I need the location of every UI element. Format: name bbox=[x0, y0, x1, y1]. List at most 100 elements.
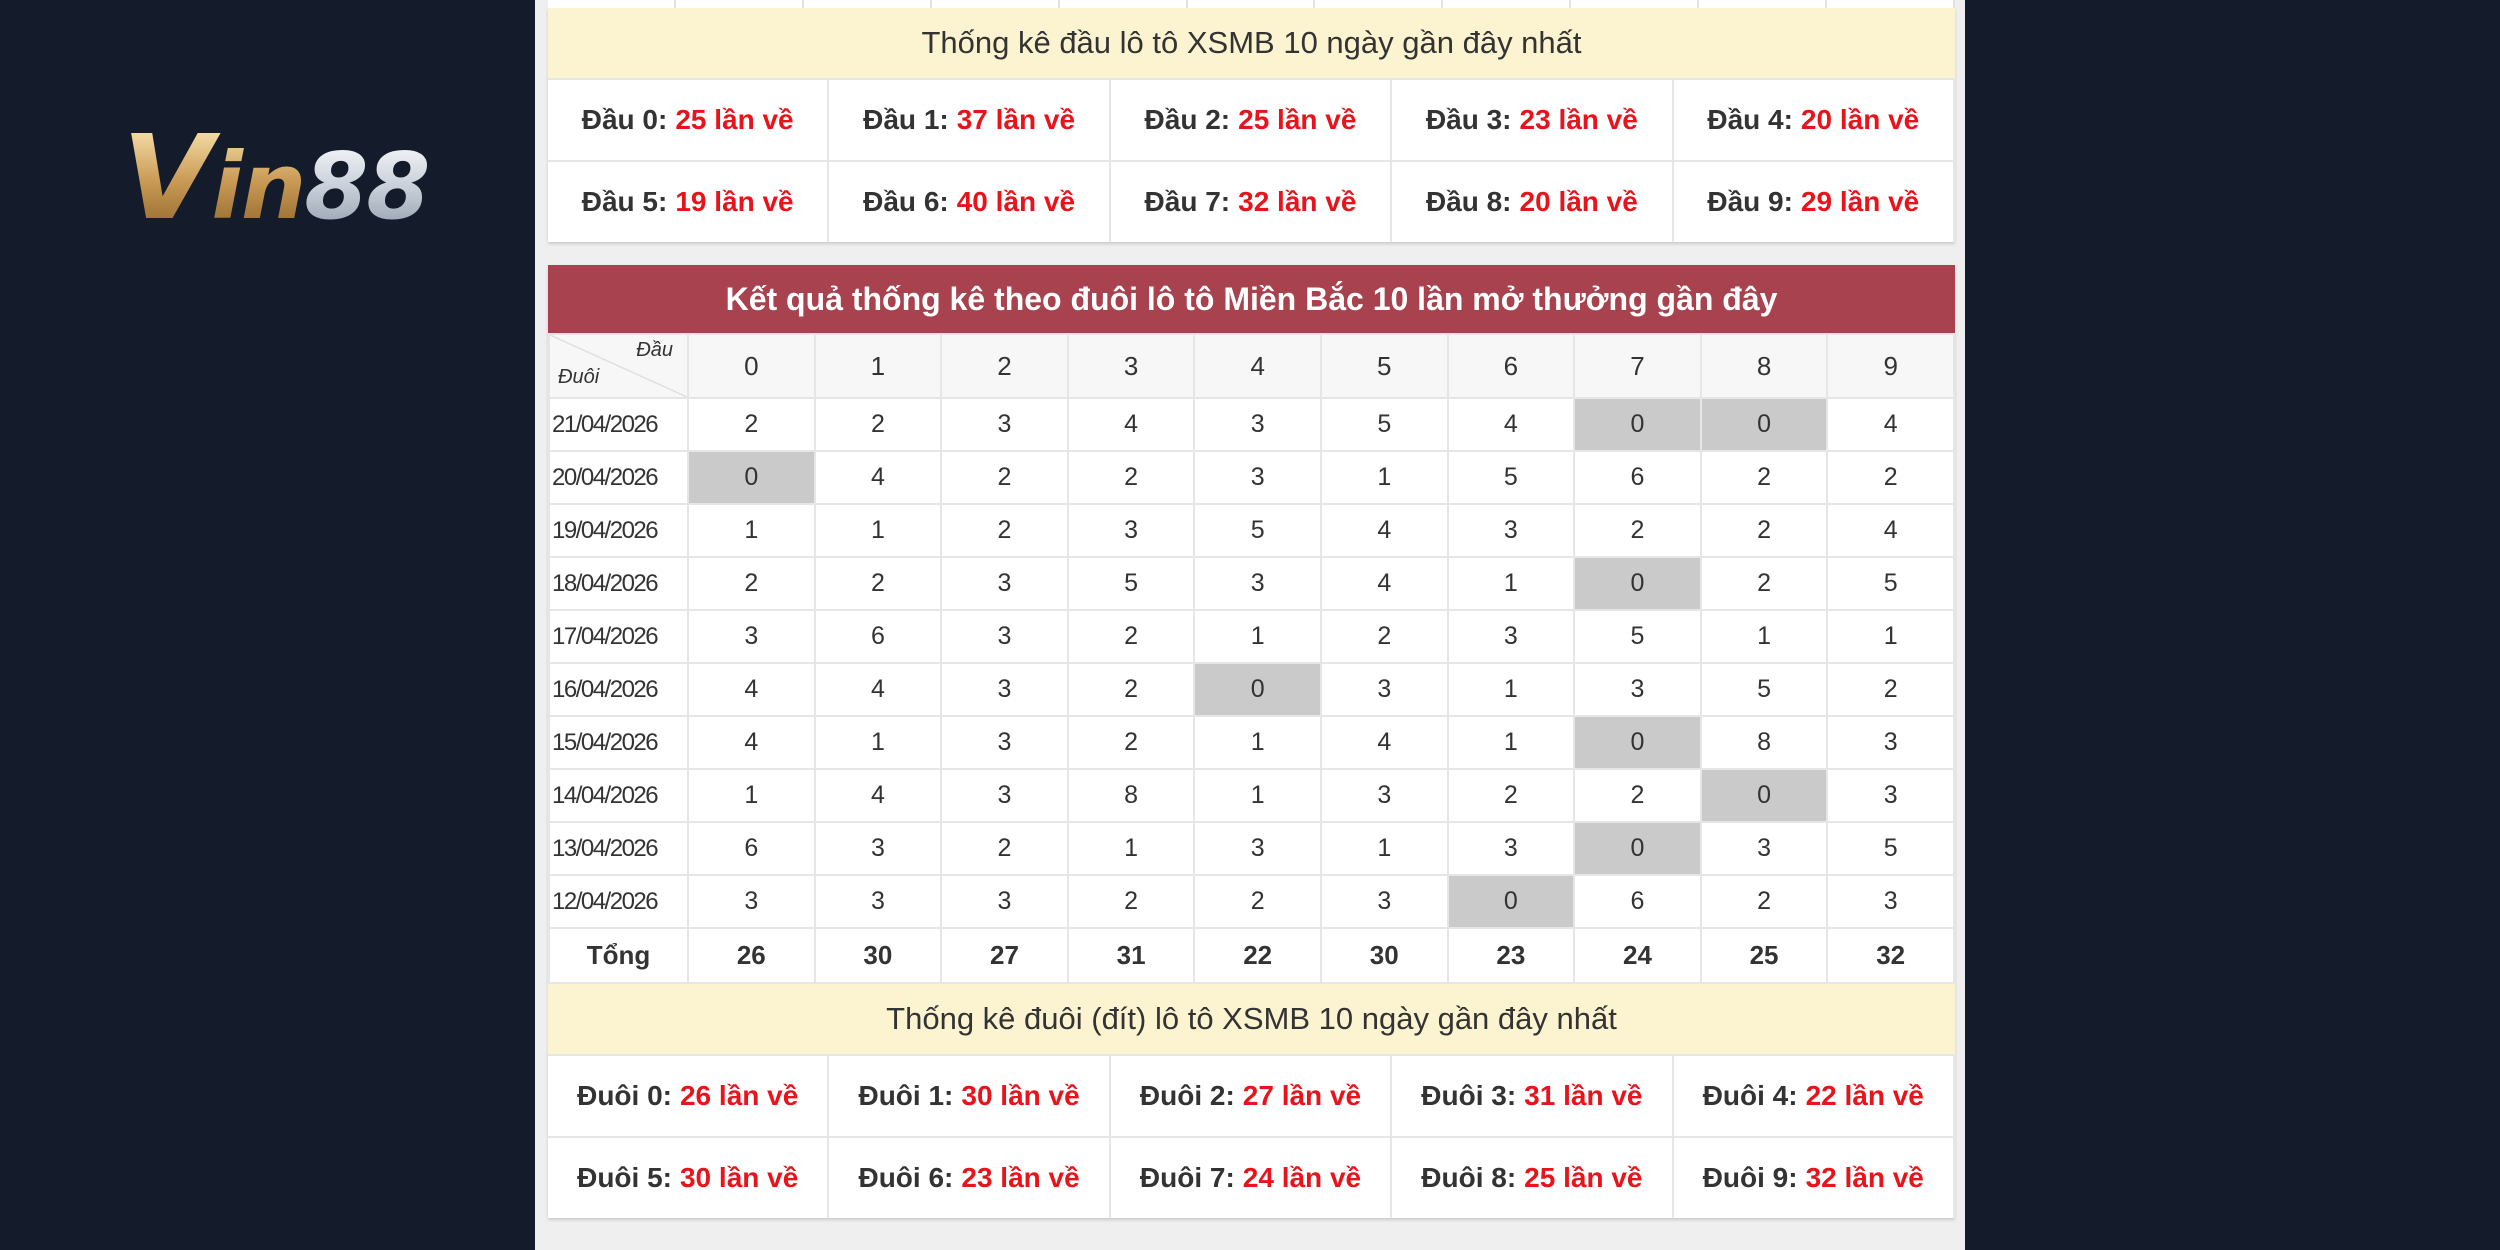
table-cell: 4 bbox=[1826, 503, 1955, 558]
column-header: 0 bbox=[687, 333, 816, 399]
table-cell: 2 bbox=[1826, 450, 1955, 505]
column-header: 8 bbox=[1699, 333, 1829, 399]
table-cell: 3 bbox=[1826, 768, 1955, 823]
table-cell: 2 bbox=[1573, 503, 1702, 558]
stat-value: 37 lần về bbox=[956, 104, 1076, 135]
table-cell: 5 bbox=[1826, 821, 1955, 876]
stat-value: 31 lần về bbox=[1524, 1080, 1643, 1111]
table-cell: 3 bbox=[687, 874, 816, 929]
table-cell: 5 bbox=[1573, 609, 1702, 664]
stat-label: Đầu 0: bbox=[581, 104, 668, 135]
table-cell: 4 bbox=[687, 662, 816, 717]
stat-label: Đuôi 5: bbox=[577, 1162, 672, 1193]
table-cell: 3 bbox=[813, 874, 943, 929]
table-cell: 1 bbox=[813, 503, 943, 558]
total-cell: 26 bbox=[687, 927, 816, 984]
stat-label: Đầu 6: bbox=[863, 186, 949, 217]
stat-label: Đuôi 8: bbox=[1421, 1162, 1517, 1193]
table-cell: 1 bbox=[687, 503, 816, 558]
stat-value: 30 lần về bbox=[679, 1162, 799, 1193]
table-cell: 8 bbox=[1699, 715, 1829, 770]
table-cell: 3 bbox=[1319, 768, 1449, 823]
column-header: 5 bbox=[1319, 333, 1449, 399]
stat-cell: Đuôi 3: 31 lần về bbox=[1392, 1054, 1674, 1136]
table-cell: 2 bbox=[1446, 768, 1576, 823]
table-cell: 1 bbox=[687, 768, 816, 823]
row-date: 12/04/2026 bbox=[548, 874, 689, 929]
row-date: 13/04/2026 bbox=[548, 821, 689, 876]
table-cell: 1 bbox=[1699, 609, 1829, 664]
stat-value: 30 lần về bbox=[961, 1080, 1080, 1111]
stat-value: 23 lần về bbox=[1519, 104, 1638, 135]
total-cell: 23 bbox=[1446, 927, 1576, 984]
table-cell: 2 bbox=[940, 450, 1069, 505]
stat-label: Đầu 8: bbox=[1425, 186, 1512, 217]
cell-zero-highlight: 0 bbox=[1699, 768, 1829, 823]
table-cell: 2 bbox=[813, 397, 943, 452]
row-date: 18/04/2026 bbox=[548, 556, 689, 611]
table-cell: 5 bbox=[1446, 450, 1576, 505]
table-cell: 1 bbox=[813, 715, 943, 770]
table-cell: 2 bbox=[940, 503, 1069, 558]
stat-label: Đầu 5: bbox=[581, 186, 668, 217]
table-cell: 4 bbox=[1066, 397, 1196, 452]
total-cell: 30 bbox=[1319, 927, 1449, 984]
row-date: 17/04/2026 bbox=[548, 609, 689, 664]
result-table-title: Kết quả thống kê theo đuôi lô tô Miền Bắ… bbox=[548, 265, 1955, 333]
table-cell: 2 bbox=[813, 556, 943, 611]
stat-label: Đuôi 6: bbox=[858, 1162, 954, 1193]
total-cell: 25 bbox=[1699, 927, 1829, 984]
column-header: 7 bbox=[1573, 333, 1702, 399]
table-cell: 2 bbox=[1826, 662, 1955, 717]
table-cell: 3 bbox=[1066, 503, 1196, 558]
table-cell: 1 bbox=[1193, 768, 1322, 823]
table-cell: 1 bbox=[1319, 450, 1449, 505]
corner-header: Đầu Đuôi bbox=[548, 333, 689, 399]
stat-value: 26 lần về bbox=[679, 1080, 799, 1111]
table-cell: 2 bbox=[1699, 503, 1829, 558]
table-cell: 1 bbox=[1446, 715, 1576, 770]
table-cell: 1 bbox=[1319, 821, 1449, 876]
table-cell: 6 bbox=[813, 609, 943, 664]
stat-label: Đuôi 9: bbox=[1702, 1162, 1798, 1193]
table-cell: 3 bbox=[1826, 874, 1955, 929]
table-cell: 4 bbox=[1319, 556, 1449, 611]
table-cell: 1 bbox=[1446, 662, 1576, 717]
content-panel: Thống kê đầu lô tô XSMB 10 ngày gần đây … bbox=[535, 0, 1965, 1250]
table-cell: 3 bbox=[1319, 874, 1449, 929]
stat-value: 25 lần về bbox=[1524, 1162, 1643, 1193]
cell-zero-highlight: 0 bbox=[1573, 556, 1702, 611]
stat-value: 40 lần về bbox=[956, 186, 1076, 217]
stat-cell: Đầu 9: 29 lần về bbox=[1673, 160, 1955, 242]
table-cell: 6 bbox=[687, 821, 816, 876]
stat-cell: Đuôi 9: 32 lần về bbox=[1673, 1136, 1955, 1218]
row-date: 19/04/2026 bbox=[548, 503, 689, 558]
column-header: 2 bbox=[940, 333, 1069, 399]
stat-cell: Đuôi 1: 30 lần về bbox=[829, 1054, 1111, 1136]
vin88-logo: Vin88 bbox=[122, 108, 430, 246]
stat-value: 32 lần về bbox=[1238, 186, 1357, 217]
table-cell: 3 bbox=[1193, 821, 1322, 876]
table-cell: 3 bbox=[1446, 609, 1576, 664]
stat-cell: Đuôi 7: 24 lần về bbox=[1110, 1136, 1393, 1218]
table-cell: 3 bbox=[940, 397, 1069, 452]
table-row: 17/04/2026 3 6 3 2 1 2 3 5 1 1 bbox=[548, 609, 1955, 664]
stat-value: 20 lần về bbox=[1800, 104, 1920, 135]
total-cell: 27 bbox=[940, 927, 1069, 984]
table-cell: 8 bbox=[1066, 768, 1196, 823]
table-cell: 2 bbox=[1699, 874, 1829, 929]
cell-zero-highlight: 0 bbox=[1573, 397, 1702, 452]
stat-label: Đuôi 2: bbox=[1139, 1080, 1235, 1111]
table-cell: 2 bbox=[687, 397, 816, 452]
table-cell: 4 bbox=[813, 450, 943, 505]
table-cell: 1 bbox=[1193, 715, 1322, 770]
dau-stats-grid: Đầu 0: 25 lần về Đầu 1: 37 lần về Đầu 2: 25 l… bbox=[548, 78, 1955, 242]
table-cell: 1 bbox=[1193, 609, 1322, 664]
column-header: 6 bbox=[1446, 333, 1576, 399]
row-date: 15/04/2026 bbox=[548, 715, 689, 770]
table-cell: 2 bbox=[1319, 609, 1449, 664]
stat-cell: Đầu 1: 37 lần về bbox=[829, 78, 1111, 160]
corner-duoi-label: Đuôi bbox=[558, 366, 600, 388]
table-cell: 4 bbox=[813, 768, 943, 823]
